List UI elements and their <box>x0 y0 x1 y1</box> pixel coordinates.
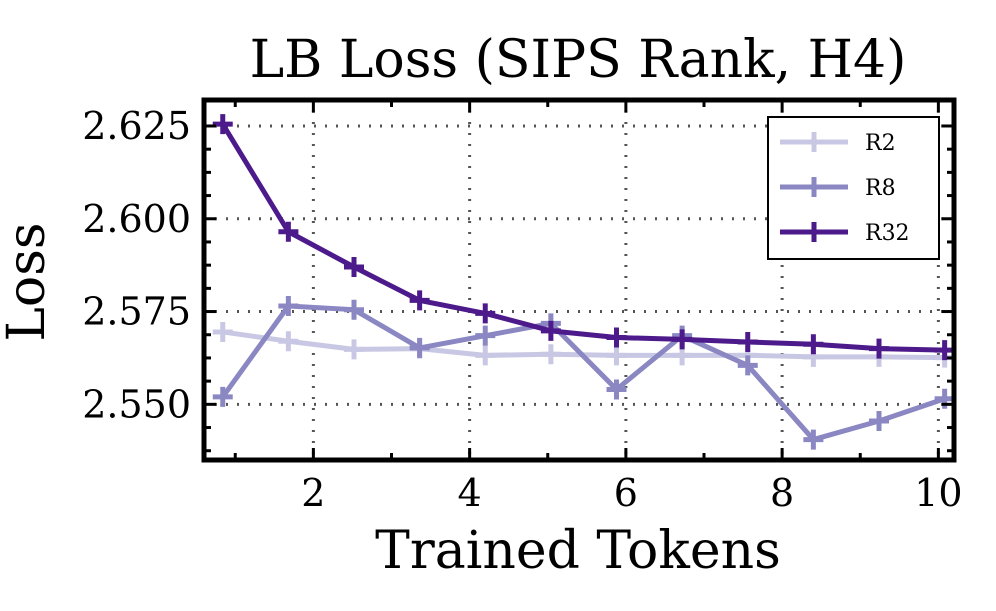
data-point-R32 <box>409 290 430 311</box>
plot-frame <box>201 97 957 463</box>
data-point-R32 <box>803 334 824 355</box>
x-tick-label: 8 <box>770 471 794 515</box>
series-line-R32 <box>220 122 945 353</box>
data-point-R32 <box>278 221 299 242</box>
x-tick-label: 2 <box>301 471 325 515</box>
x-tick-label: 6 <box>614 471 638 515</box>
data-point-R32 <box>540 320 561 341</box>
legend: R2 R8 R32 <box>767 116 940 260</box>
axis-ticks: 2 4 6 8 10 2.550 2.575 2.600 2.625 <box>82 100 963 515</box>
legend-marker-R2 <box>804 132 824 152</box>
data-point-R32 <box>737 331 758 352</box>
data-point-R2 <box>540 344 561 365</box>
data-point-R32 <box>344 257 364 278</box>
x-tick-label: 10 <box>914 471 962 515</box>
legend-marker-R32 <box>804 222 824 242</box>
chart-title: LB Loss (SIPS Rank, H4) <box>250 30 907 90</box>
data-point-R2 <box>278 331 299 352</box>
data-point-R32 <box>934 340 955 361</box>
legend-label-R2: R2 <box>865 131 896 156</box>
data-point-R8 <box>212 386 233 407</box>
data-point-R2 <box>606 345 627 366</box>
x-axis-label: Trained Tokens <box>375 521 781 581</box>
data-point-R32 <box>212 114 233 135</box>
data-point-R8 <box>344 299 364 320</box>
legend-label-R8: R8 <box>865 176 896 201</box>
series-line-R8 <box>220 303 946 443</box>
y-tick-label: 2.550 <box>82 382 191 426</box>
data-point-R2 <box>212 321 233 342</box>
data-point-R8 <box>475 325 496 346</box>
data-point-R8 <box>409 337 430 358</box>
x-tick-label: 4 <box>458 471 482 515</box>
y-tick-label: 2.600 <box>82 197 191 241</box>
data-point-R8 <box>803 429 824 450</box>
data-point-R8 <box>278 295 299 316</box>
data-point-R32 <box>869 338 889 359</box>
data-point-R32 <box>606 327 627 348</box>
data-point-R32 <box>672 329 693 350</box>
data-point-R8 <box>606 379 627 400</box>
data-point-R8 <box>737 355 758 376</box>
grid-lines <box>204 100 954 460</box>
data-point-R2 <box>475 345 496 366</box>
data-point-R2 <box>344 339 364 360</box>
legend-marker-R8 <box>804 177 824 197</box>
y-tick-label: 2.575 <box>82 290 191 334</box>
legend-label-R32: R32 <box>865 221 910 246</box>
data-point-R32 <box>475 303 496 324</box>
series-layer <box>212 114 955 450</box>
data-point-R8 <box>869 411 889 432</box>
y-tick-label: 2.625 <box>82 104 191 148</box>
y-axis-label: Loss <box>0 222 57 341</box>
